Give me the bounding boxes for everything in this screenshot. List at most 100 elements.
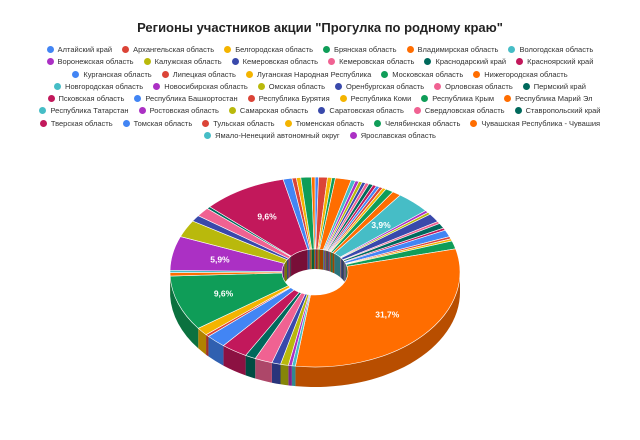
legend-item[interactable]: Брянская область — [323, 44, 397, 56]
legend-item[interactable]: Республика Бурятия — [247, 93, 330, 105]
legend-swatch — [504, 95, 512, 103]
legend-swatch — [349, 132, 357, 140]
legend-swatch — [228, 107, 236, 115]
legend-item[interactable]: Владимирская область — [406, 44, 498, 56]
legend-swatch — [318, 107, 326, 115]
legend-item[interactable]: Ямало-Ненецкий автономный округ — [204, 130, 340, 142]
legend-item[interactable]: Новосибирская область — [153, 81, 248, 93]
pie-slice-inner-wall — [319, 249, 324, 270]
legend-item[interactable]: Республика Крым — [421, 93, 494, 105]
pie-slice-inner-wall — [328, 250, 329, 272]
legend-item[interactable]: Псковская область — [47, 93, 124, 105]
pie-slice[interactable] — [311, 176, 316, 250]
legend-label: Тюменская область — [295, 118, 365, 128]
legend-item[interactable]: Республика Татарстан — [39, 105, 129, 117]
legend-item[interactable]: Саратовская область — [318, 105, 404, 117]
legend-swatch — [224, 46, 232, 53]
chart-legend: Алтайский край Архангельская область Белго… — [20, 44, 620, 142]
legend-swatch — [72, 70, 80, 78]
legend-item[interactable]: Луганская Народная Республика — [245, 69, 371, 81]
legend-item[interactable]: Свердловская область — [413, 105, 505, 117]
legend-item[interactable]: Самарская область — [228, 105, 309, 117]
legend-item[interactable]: Кемеровская область — [231, 56, 319, 68]
pie-slice-side — [170, 276, 199, 349]
legend-item[interactable]: Курганская область — [72, 69, 152, 81]
pie-slice-side — [288, 365, 292, 386]
pie-slice-inner-wall — [318, 249, 320, 270]
legend-swatch — [161, 70, 169, 78]
legend-item[interactable]: Ярославская область — [349, 130, 436, 142]
legend-item[interactable]: Новгородская область — [54, 81, 143, 93]
legend-swatch — [284, 119, 292, 127]
legend-item[interactable]: Воронежская область — [46, 56, 134, 68]
legend-item[interactable]: Орловская область — [434, 81, 513, 93]
pie-slice-inner-wall — [332, 252, 335, 274]
legend-item[interactable]: Архангельская область — [122, 44, 214, 56]
legend-item[interactable]: Алтайский край — [46, 44, 113, 56]
legend-swatch — [247, 95, 255, 103]
legend-item[interactable]: Белгородская область — [224, 44, 313, 56]
legend-item[interactable]: Красноярский край — [516, 56, 593, 68]
legend-item[interactable]: Ставропольский край — [514, 105, 601, 117]
legend-item[interactable]: Омская область — [257, 81, 325, 93]
legend-swatch — [323, 46, 331, 53]
pie-top-group: 3,9% 31,7% 9,6% 5,9% 9,6% — [169, 176, 461, 368]
legend-label: Самарская область — [239, 106, 309, 116]
legend-swatch — [134, 95, 142, 103]
legend-swatch — [473, 70, 481, 78]
pie-slice-inner-wall — [334, 253, 341, 278]
legend-item[interactable]: Томская область — [122, 118, 192, 130]
pie-slice-inner-wall — [317, 249, 319, 270]
legend-label: Белгородская область — [235, 45, 314, 54]
legend-item[interactable]: Кемеровская область — [328, 56, 414, 68]
legend-item[interactable]: Челябинская область — [374, 118, 460, 130]
legend-item[interactable]: Краснодарский край — [424, 56, 506, 68]
legend-swatch — [46, 58, 54, 66]
pie-slice-side — [206, 334, 209, 357]
legend-item[interactable]: Тверская область — [39, 118, 113, 130]
legend-item[interactable]: Чувашская Республика - Чувашия — [470, 118, 600, 130]
pie-slice-inner-wall — [315, 249, 318, 270]
legend-label: Свердловская область — [424, 106, 505, 116]
legend-label: Краснодарский край — [435, 57, 507, 67]
legend-item[interactable]: Оренбургская область — [335, 81, 424, 93]
pie-side-group — [170, 249, 460, 388]
legend-item[interactable]: Тюменская область — [284, 118, 365, 130]
data-label: 31,7% — [375, 310, 400, 320]
legend-swatch — [406, 46, 414, 53]
legend-item[interactable]: Нижегородская область — [473, 69, 568, 81]
legend-item[interactable]: Республика Марий Эл — [504, 93, 592, 105]
pie-slice[interactable] — [295, 248, 461, 368]
legend-item[interactable]: Республика Коми — [339, 93, 411, 105]
legend-item[interactable]: Республика Башкортостан — [134, 93, 238, 105]
pie-slice-inner-wall — [324, 249, 326, 271]
legend-item[interactable]: Тульская область — [202, 118, 275, 130]
legend-label: Кемеровская область — [242, 57, 319, 67]
legend-item[interactable]: Московская область — [381, 69, 463, 81]
legend-swatch — [122, 46, 130, 53]
legend-label: Кемеровская область — [339, 57, 415, 67]
legend-label: Курганская область — [83, 69, 152, 79]
pie-slice-inner-wall — [323, 249, 325, 270]
legend-label: Ростовская область — [149, 106, 219, 116]
legend-swatch — [245, 70, 253, 78]
legend-label: Алтайский край — [57, 45, 113, 54]
legend-item[interactable]: Вологодская область — [508, 44, 593, 56]
legend-label: Республика Татарстан — [50, 106, 129, 116]
pie-slice-inner-wall — [327, 250, 329, 271]
legend-swatch — [122, 119, 130, 127]
legend-item[interactable]: Ростовская область — [138, 105, 219, 117]
pie-slice-inner-wall — [310, 249, 312, 270]
pie-slice-inner-wall — [331, 251, 333, 273]
pie-slice-side — [198, 328, 207, 355]
legend-swatch — [138, 107, 146, 115]
legend-swatch — [374, 119, 382, 127]
legend-item[interactable]: Липецкая область — [161, 69, 236, 81]
pie-slice-side — [223, 345, 246, 376]
legend-item[interactable]: Пермский край — [522, 81, 586, 93]
legend-swatch — [516, 58, 524, 66]
pie-slice-inner-wall — [329, 251, 331, 272]
legend-swatch — [335, 82, 343, 90]
legend-swatch — [470, 119, 478, 127]
legend-item[interactable]: Калужская область — [143, 56, 222, 68]
